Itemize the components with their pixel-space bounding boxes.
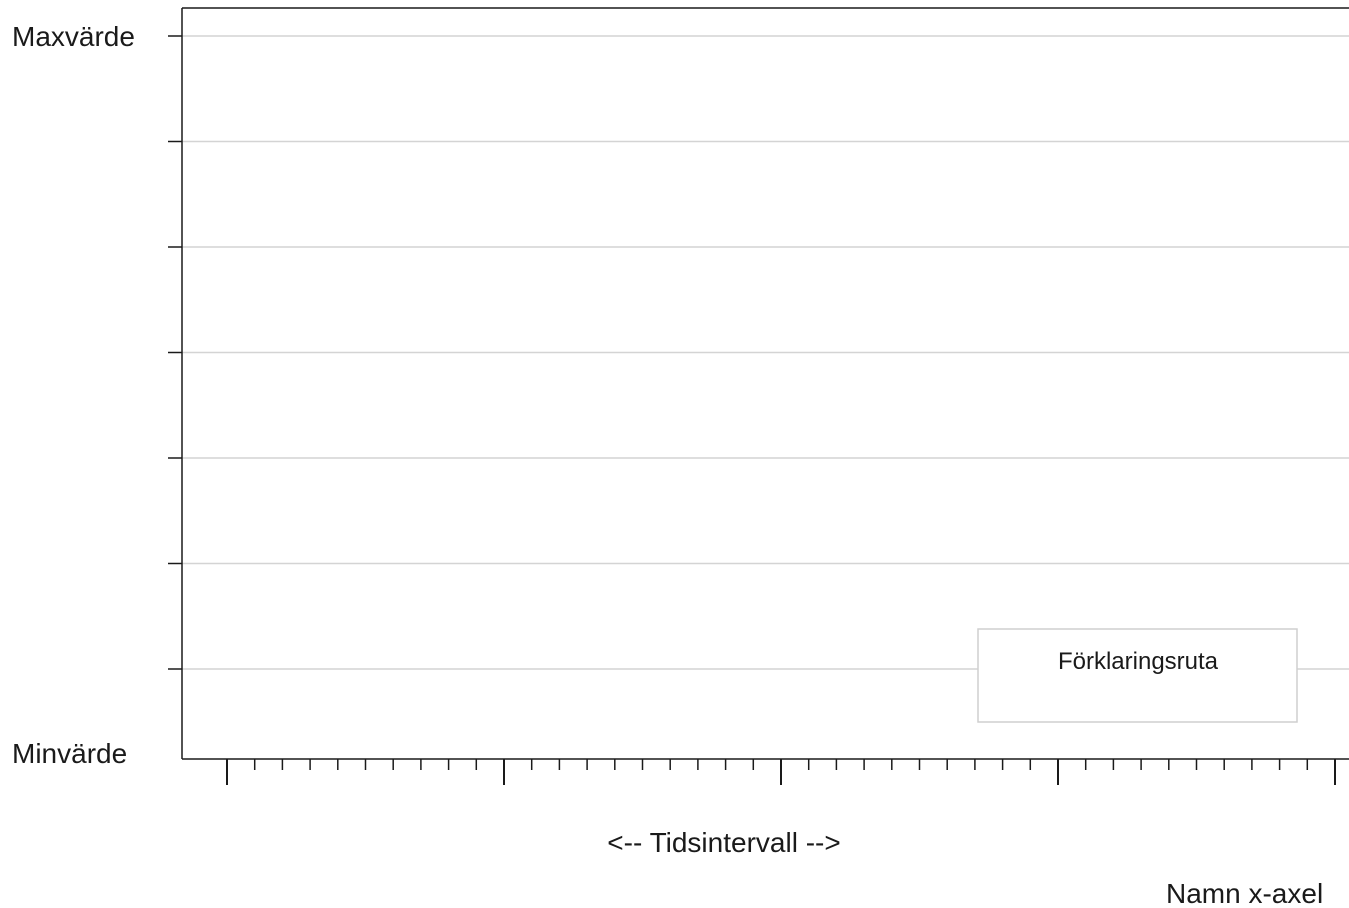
y-min-label: Minvärde [12, 738, 127, 769]
legend: Förklaringsruta [977, 628, 1298, 723]
y-max-label: Maxvärde [12, 21, 135, 52]
legend-box [977, 628, 1298, 723]
gridlines [182, 35, 1349, 670]
y-axis-ticks [168, 35, 182, 670]
x-axis-title: Namn x-axel [1166, 878, 1323, 908]
x-axis-ticks [226, 759, 1336, 785]
legend-label: Förklaringsruta [1058, 648, 1219, 675]
x-interval-label: <-- Tidsintervall --> [607, 827, 840, 858]
